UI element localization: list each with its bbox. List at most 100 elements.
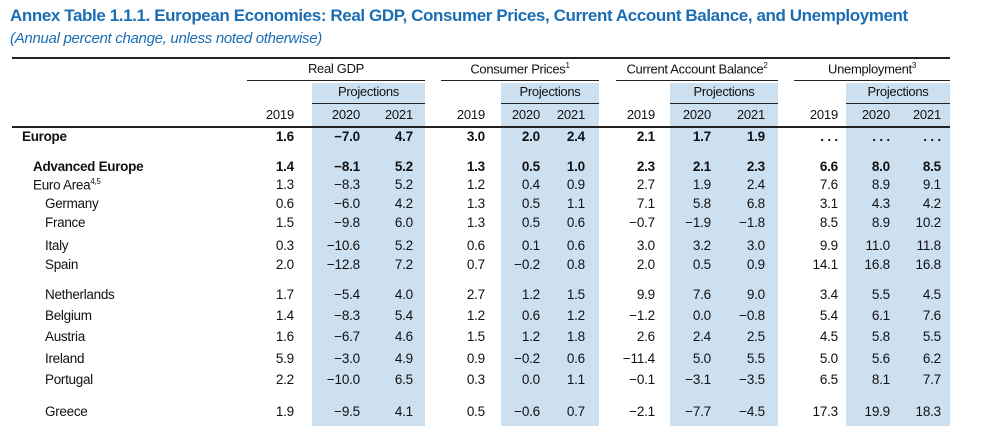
year-header: 2019 <box>265 107 294 122</box>
table-cell: 7.6 <box>692 287 711 302</box>
table-cell: 7.2 <box>394 257 413 272</box>
table-cell: 7.6 <box>922 308 941 323</box>
table-cell: 0.9 <box>566 177 585 192</box>
table-cell: −8.3 <box>334 177 360 192</box>
table-cell: 10.2 <box>915 215 942 230</box>
year-header: 2020 <box>331 107 360 122</box>
group-header: Consumer Prices1 <box>441 61 599 76</box>
country-name: Germany <box>45 196 99 211</box>
table-cell: 3.1 <box>819 196 838 211</box>
table-cell: 4.7 <box>394 129 413 144</box>
table-cell: −6.0 <box>334 196 360 211</box>
table-cell: 0.5 <box>692 257 711 272</box>
row-label: Greece <box>45 404 88 419</box>
table-cell: 1.0 <box>566 159 585 174</box>
group-header: Unemployment3 <box>794 61 950 76</box>
table-cell: 2.4 <box>566 129 585 144</box>
table-cell: 0.6 <box>566 238 585 253</box>
table-cell: −1.8 <box>739 215 765 230</box>
table-cell: 1.3 <box>466 196 485 211</box>
group-underline <box>441 80 599 81</box>
table-cell: 0.7 <box>566 404 585 419</box>
table-cell: 1.4 <box>275 308 294 323</box>
country-name: Greece <box>45 404 88 419</box>
table-cell: 8.9 <box>871 215 890 230</box>
table-cell: 0.5 <box>521 215 540 230</box>
country-name: Netherlands <box>45 287 115 302</box>
row-label: Advanced Europe <box>33 159 144 174</box>
table-cell: 5.8 <box>871 329 890 344</box>
table-cell: 9.1 <box>922 177 941 192</box>
table-cell: 0.6 <box>275 196 294 211</box>
table-cell: 5.2 <box>394 238 413 253</box>
table-cell: 5.5 <box>922 329 941 344</box>
table-cell: −1.9 <box>685 215 711 230</box>
header-bottom-rule <box>12 126 950 128</box>
country-name: France <box>45 215 86 230</box>
row-label: Austria <box>45 329 85 344</box>
table-cell: 2.2 <box>275 372 294 387</box>
table-cell: 1.7 <box>275 287 294 302</box>
table-cell: −10.0 <box>326 372 360 387</box>
table-cell: 4.5 <box>922 287 941 302</box>
table-cell: 1.2 <box>566 308 585 323</box>
table-cell: 6.5 <box>819 372 838 387</box>
table-cell: 7.7 <box>922 372 941 387</box>
table-cell: 1.2 <box>466 308 485 323</box>
table-cell: −2.1 <box>629 404 655 419</box>
year-header: 2021 <box>556 107 585 122</box>
table-cell: 1.2 <box>521 287 540 302</box>
table-cell: 0.0 <box>692 308 711 323</box>
projections-underline <box>670 103 778 104</box>
table-cell: 19.9 <box>864 404 891 419</box>
table-cell: 0.9 <box>746 257 765 272</box>
table-cell: 3.0 <box>466 129 485 144</box>
country-name: Portugal <box>45 372 93 387</box>
projections-label: Projections <box>519 84 581 99</box>
table-cell: 1.7 <box>692 129 711 144</box>
table-cell: 0.0 <box>521 372 540 387</box>
table-cell: 6.6 <box>819 159 838 174</box>
projection-shading <box>670 83 778 426</box>
table-cell: 0.5 <box>521 159 540 174</box>
country-name: Advanced Europe <box>33 159 144 174</box>
row-label: Spain <box>45 257 78 272</box>
table-cell: −3.0 <box>334 351 360 366</box>
table-cell: 2.0 <box>275 257 294 272</box>
table-cell: −0.8 <box>739 308 765 323</box>
table-cell: −0.2 <box>514 351 540 366</box>
table-cell: 0.7 <box>466 257 485 272</box>
table-cell: 4.1 <box>394 404 413 419</box>
table-cell: 0.6 <box>466 238 485 253</box>
table-cell: 3.0 <box>636 238 655 253</box>
table-cell: 0.4 <box>521 177 540 192</box>
table-cell: 4.6 <box>394 329 413 344</box>
table-cell: 0.6 <box>566 215 585 230</box>
footnote-marker: 2 <box>763 61 768 70</box>
table-cell: −6.7 <box>334 329 360 344</box>
table-cell: −7.7 <box>685 404 711 419</box>
table-cell: 2.3 <box>746 159 765 174</box>
table-cell: 5.9 <box>275 351 294 366</box>
table-cell: . . . <box>872 129 890 144</box>
projection-shading <box>312 83 425 426</box>
table-cell: 1.6 <box>275 129 294 144</box>
table-cell: 0.1 <box>521 238 540 253</box>
table-cell: 0.9 <box>466 351 485 366</box>
footnote-marker: 4,5 <box>90 177 101 186</box>
table-cell: 5.4 <box>819 308 838 323</box>
table-cell: 1.9 <box>275 404 294 419</box>
table-cell: 4.0 <box>394 287 413 302</box>
group-label: Unemployment <box>828 61 912 77</box>
table-cell: −8.1 <box>334 159 360 174</box>
top-rule <box>12 57 950 59</box>
row-label: Europe <box>22 129 67 144</box>
table-cell: 2.0 <box>521 129 540 144</box>
table-cell: 2.4 <box>692 329 711 344</box>
table-cell: 1.3 <box>466 159 485 174</box>
year-header: 2020 <box>682 107 711 122</box>
year-header: 2021 <box>384 107 413 122</box>
table-cell: 0.8 <box>566 257 585 272</box>
footnote-marker: 1 <box>565 61 570 70</box>
table-cell: 16.8 <box>864 257 891 272</box>
